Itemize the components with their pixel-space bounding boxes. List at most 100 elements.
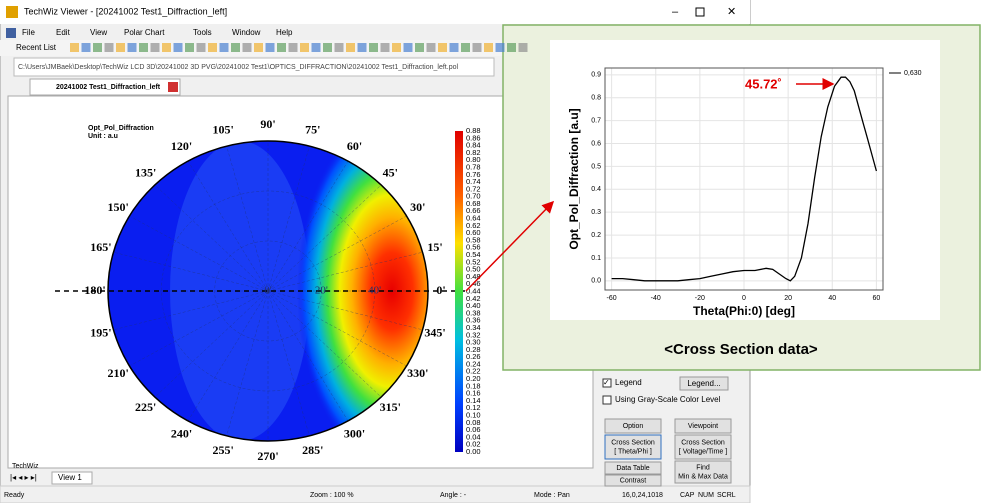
close[interactable]: ✕: [727, 6, 736, 18]
y-axis-label: Opt_Pol_Diffraction [a.u]: [567, 108, 581, 249]
button-label: Cross Section: [611, 439, 655, 446]
y-tick-label: 0.3: [591, 209, 601, 216]
y-tick-label: 0.8: [591, 95, 601, 102]
toolbar-icon[interactable]: [185, 43, 194, 52]
toolbar-icon[interactable]: [174, 43, 183, 52]
toolbar-icon[interactable]: [82, 43, 91, 52]
toolbar-icon[interactable]: [427, 43, 436, 52]
menu-item[interactable]: View: [90, 28, 107, 37]
angle-label: 0': [436, 283, 445, 297]
toolbar-icon[interactable]: [105, 43, 114, 52]
angle-label: 255': [213, 443, 234, 457]
toolbar-icon[interactable]: [243, 43, 252, 52]
toolbar-icon[interactable]: [128, 43, 137, 52]
radial-label: 20': [315, 285, 328, 297]
status-field: Mode : Pan: [534, 492, 570, 499]
radial-label: 0': [264, 285, 272, 297]
angle-label: 135': [135, 165, 156, 179]
toolbar-icon[interactable]: [496, 43, 505, 52]
toolbar-icon[interactable]: [300, 43, 309, 52]
angle-label: 210': [108, 366, 129, 380]
toolbar-icon[interactable]: [208, 43, 217, 52]
grayscale-label: Using Gray-Scale Color Level: [615, 395, 721, 404]
toolbar-icon[interactable]: [116, 43, 125, 52]
toolbar-icon[interactable]: [415, 43, 424, 52]
toolbar-icon[interactable]: [369, 43, 378, 52]
toolbar-icon[interactable]: [231, 43, 240, 52]
button-label: [ Theta/Phi ]: [614, 448, 652, 455]
toolbar-icon[interactable]: [335, 43, 344, 52]
toolbar-icon[interactable]: [461, 43, 470, 52]
legend-checkbox-label: Legend: [615, 378, 642, 387]
toolbar-icon[interactable]: [507, 43, 516, 52]
angle-label: 120': [171, 139, 192, 153]
toolbar-icon[interactable]: [254, 43, 263, 52]
toolbar-icon[interactable]: [93, 43, 102, 52]
x-tick-label: 60: [872, 295, 880, 302]
menu-item[interactable]: Edit: [56, 28, 71, 37]
button-label: Option: [623, 423, 644, 430]
angle-label: 225': [135, 400, 156, 414]
angle-label: 240': [171, 427, 192, 441]
toolbar-icon[interactable]: [162, 43, 171, 52]
status-field: SCRL: [717, 492, 736, 499]
angle-label: 285': [302, 443, 323, 457]
checkbox[interactable]: [603, 396, 611, 404]
angle-label: 300': [344, 427, 365, 441]
toolbar-icon[interactable]: [358, 43, 367, 52]
y-tick-label: 0.5: [591, 163, 601, 170]
angle-label: 105': [213, 122, 234, 136]
toolbar-icon[interactable]: [197, 43, 206, 52]
button-label: Min & Max Data: [678, 473, 728, 480]
toolbar-icon[interactable]: [438, 43, 447, 52]
button-label: Cross Section: [681, 439, 725, 446]
y-tick-label: 0.0: [591, 278, 601, 285]
radial-label: 40': [368, 285, 381, 297]
button-label: Find: [696, 464, 710, 471]
window-title: TechWiz Viewer - [20241002 Test1_Diffrac…: [24, 6, 227, 16]
menu-item[interactable]: Help: [276, 28, 293, 37]
y-tick-label: 0.4: [591, 186, 601, 193]
toolbar-icon[interactable]: [381, 43, 390, 52]
angle-label: 180': [84, 283, 105, 297]
toolbar-icon[interactable]: [450, 43, 459, 52]
minimize[interactable]: –: [672, 6, 679, 18]
angle-label: 330': [407, 366, 428, 380]
y-tick-label: 0.6: [591, 140, 601, 147]
menu-icon: [6, 28, 16, 38]
angle-label: 15': [427, 240, 442, 254]
toolbar-icon[interactable]: [312, 43, 321, 52]
toolbar-icon[interactable]: [70, 43, 79, 52]
menu-item[interactable]: File: [22, 28, 35, 37]
button-label: Contrast: [620, 477, 647, 484]
recent-list[interactable]: Recent List: [16, 43, 57, 52]
toolbar-icon[interactable]: [392, 43, 401, 52]
toolbar-icon[interactable]: [277, 43, 286, 52]
toolbar-icon[interactable]: [473, 43, 482, 52]
toolbar-icon[interactable]: [519, 43, 528, 52]
menu-item[interactable]: Window: [232, 28, 261, 37]
toolbar-icon[interactable]: [220, 43, 229, 52]
toolbar-icon[interactable]: [289, 43, 298, 52]
polar-title: Opt_Pol_Diffraction: [88, 125, 154, 132]
angle-label: 90': [260, 117, 275, 131]
angle-label: 150': [108, 200, 129, 214]
tab-close[interactable]: [168, 82, 178, 92]
toolbar-icon[interactable]: [323, 43, 332, 52]
status-field: CAP: [680, 492, 695, 499]
app-icon: [6, 6, 18, 18]
toolbar-icon[interactable]: [139, 43, 148, 52]
menu-item[interactable]: Polar Chart: [124, 28, 165, 37]
annotation: 45.72˚: [745, 76, 782, 91]
legend-label: 0,630: [904, 70, 922, 77]
toolbar-icon[interactable]: [484, 43, 493, 52]
toolbar-icon[interactable]: [151, 43, 160, 52]
nav-arrows[interactable]: |◂ ◂ ▸ ▸|: [10, 473, 37, 482]
toolbar-icon[interactable]: [266, 43, 275, 52]
doc-tab-label: 20241002 Test1_Diffraction_left: [56, 84, 161, 91]
toolbar-icon[interactable]: [346, 43, 355, 52]
menu-item[interactable]: Tools: [193, 28, 212, 37]
x-tick-label: -20: [695, 295, 705, 302]
status-field: Ready: [4, 492, 25, 499]
toolbar-icon[interactable]: [404, 43, 413, 52]
